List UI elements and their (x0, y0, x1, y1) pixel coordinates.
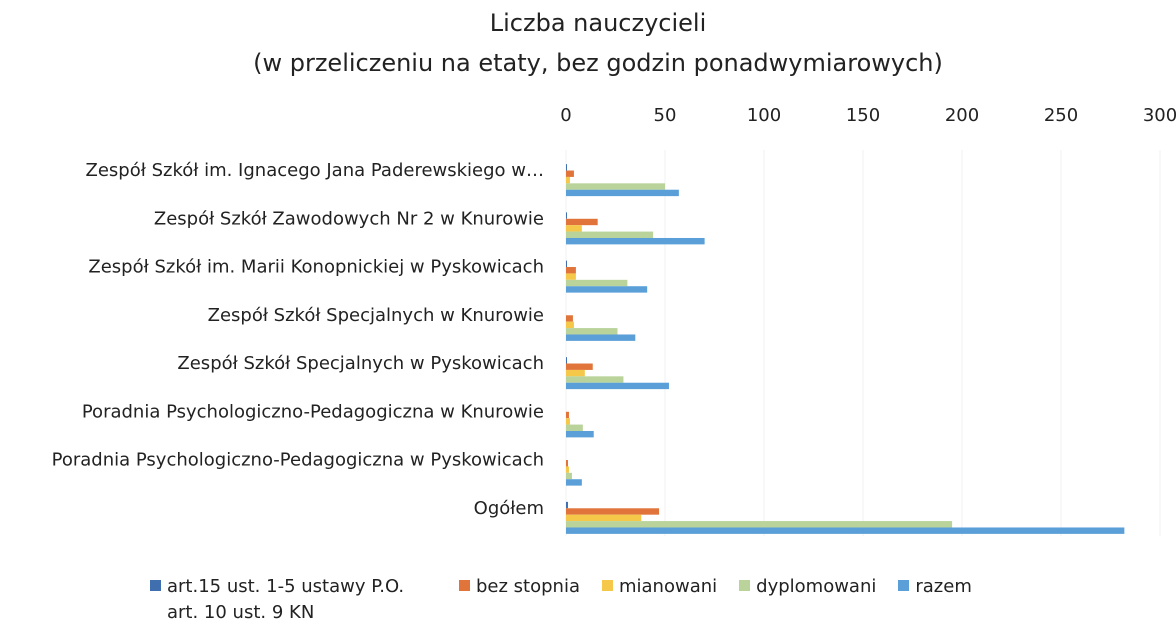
bar (566, 315, 573, 322)
bar (566, 189, 679, 197)
y-tick-label: Ogółem (474, 498, 544, 519)
bar (566, 279, 628, 287)
bar (566, 260, 567, 268)
bar (566, 321, 574, 329)
legend-label: art.15 ust. 1-5 ustawy P.O. art. 10 ust.… (167, 576, 405, 623)
bar (566, 170, 574, 177)
bar (566, 334, 636, 341)
bar (566, 376, 624, 383)
bar (566, 357, 567, 364)
x-tick-label: 300 (1143, 105, 1176, 126)
chart-subtitle: (w przeliczeniu na etaty, bez godzin pon… (253, 49, 943, 77)
legend-swatch (739, 580, 751, 591)
legend-item: art.15 ust. 1-5 ustawy P.O. art. 10 ust.… (150, 574, 437, 626)
legend-swatch (601, 580, 613, 591)
bar (566, 514, 642, 522)
bar (566, 382, 669, 390)
bar (566, 369, 585, 377)
x-tick-label: 50 (654, 105, 677, 126)
legend-item: dyplomowani (739, 574, 876, 600)
bar (566, 328, 618, 335)
bar (566, 521, 953, 528)
legend-label: dyplomowani (756, 576, 877, 597)
bar (566, 472, 572, 480)
legend: art.15 ust. 1-5 ustawy P.O. art. 10 ust.… (150, 574, 972, 626)
legend-label: razem (915, 576, 972, 597)
x-tick-label: 100 (747, 105, 781, 126)
x-tick-label: 150 (846, 105, 880, 126)
bar (566, 418, 570, 425)
x-tick-label: 250 (1044, 105, 1078, 126)
bar (566, 430, 594, 438)
bar (566, 424, 583, 431)
y-tick-label: Zespół Szkół Specjalnych w Pyskowicach (177, 353, 544, 374)
y-tick-label: Zespół Szkół im. Marii Konopnickiej w Py… (88, 257, 544, 278)
bar (566, 218, 598, 226)
y-tick-label: Poradnia Psychologiczno-Pedagogiczna w P… (52, 450, 544, 471)
chart-title: Liczba nauczycieli (490, 9, 707, 37)
legend-item: razem (898, 574, 972, 600)
bar (566, 508, 660, 515)
bar (566, 231, 654, 238)
bar (566, 176, 570, 184)
y-tick-label: Poradnia Psychologiczno-Pedagogiczna w K… (82, 401, 544, 422)
bar (566, 267, 576, 274)
legend-item: mianowani (601, 574, 718, 600)
legend-item: bez stopnia (459, 574, 580, 600)
bar (566, 237, 705, 245)
bar (566, 363, 593, 370)
bar (566, 411, 569, 419)
bar (566, 527, 1125, 534)
bar (566, 286, 648, 293)
chart-svg: Liczba nauczycieli (w przeliczeniu na et… (52, 9, 1176, 536)
legend-swatch (459, 580, 470, 591)
legend-label: bez stopnia (476, 576, 580, 597)
bar (566, 225, 582, 232)
bar (566, 273, 576, 280)
bar (566, 466, 569, 473)
legend-swatch (150, 580, 161, 591)
legend-label: mianowani (618, 576, 718, 597)
y-tick-label: Zespół Szkół im. Ignacego Jana Paderewsk… (86, 160, 544, 181)
x-tick-label: 200 (945, 105, 979, 126)
bar (566, 460, 568, 467)
x-tick-label: 0 (560, 105, 571, 126)
y-tick-label: Zespół Szkół Zawodowych Nr 2 w Knurowie (154, 208, 544, 229)
bar (566, 183, 665, 190)
bar (566, 479, 582, 486)
bar (566, 501, 568, 509)
bar (566, 164, 567, 171)
bar (566, 212, 567, 219)
legend-swatch (898, 580, 910, 591)
y-tick-label: Zespół Szkół Specjalnych w Knurowie (208, 305, 544, 326)
